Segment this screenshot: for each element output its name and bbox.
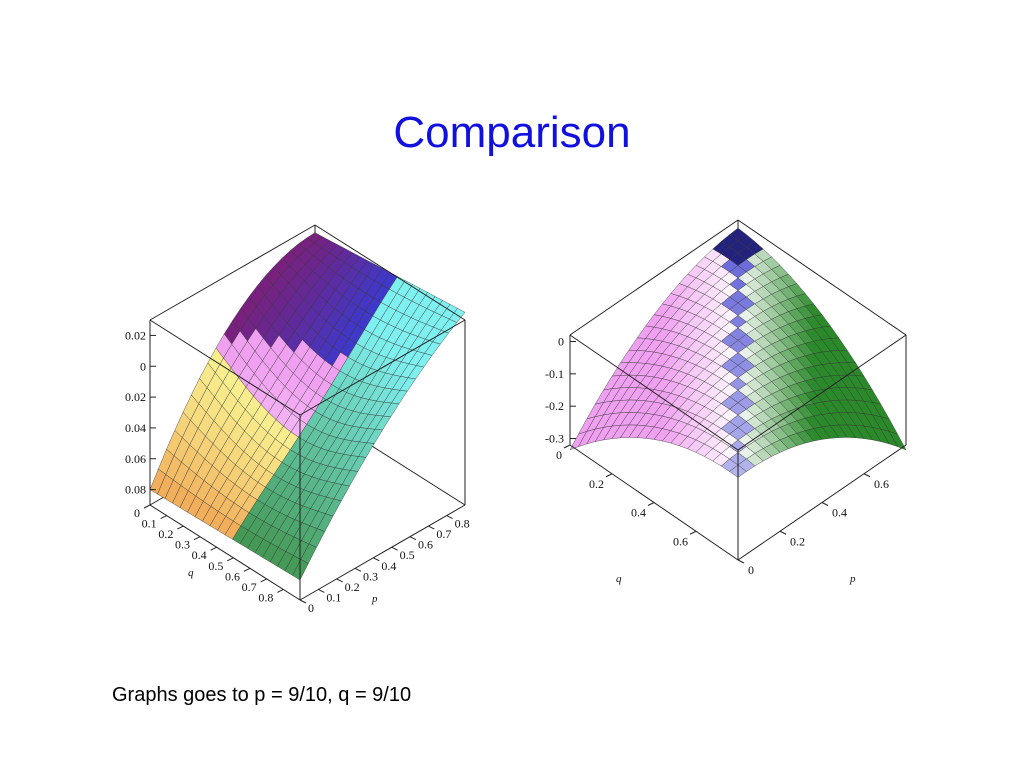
p-tick-label: 0.6 bbox=[874, 477, 889, 491]
p-tick-label: 0.2 bbox=[345, 580, 360, 594]
q-tick bbox=[143, 504, 151, 509]
surface-plot-right: 0 -0.1 -0.2 -0.3 0 0.2 0.4 0.6 q 0 0.2 0.4 0.6 p bbox=[545, 219, 907, 585]
p-tick bbox=[821, 502, 829, 506]
p-tick bbox=[373, 557, 380, 562]
q-tick bbox=[563, 444, 571, 449]
p-tick-label: 0.4 bbox=[832, 506, 847, 520]
q-tick-label: 0.4 bbox=[631, 506, 646, 520]
slide-caption: Graphs goes to p = 9/10, q = 9/10 bbox=[112, 684, 412, 706]
q-axis-label: q bbox=[188, 567, 194, 579]
q-tick-label: 0.5 bbox=[208, 559, 223, 573]
p-tick bbox=[318, 588, 325, 593]
q-tick-label: 0.1 bbox=[142, 517, 157, 531]
box-edge bbox=[149, 224, 316, 321]
box-edge bbox=[569, 334, 739, 451]
q-tick bbox=[177, 525, 184, 530]
p-axis-label: p bbox=[371, 593, 378, 605]
p-tick-label: 0.2 bbox=[790, 534, 805, 548]
box-edge bbox=[299, 319, 466, 416]
z-tick-label: 0 bbox=[140, 359, 146, 373]
z-tick-label: 0.08 bbox=[125, 483, 146, 497]
q-tick-label: 0.3 bbox=[175, 538, 190, 552]
q-tick bbox=[605, 473, 613, 478]
p-tick bbox=[779, 530, 787, 535]
surface-mesh bbox=[569, 227, 907, 478]
box-edge bbox=[299, 504, 466, 601]
z-tick-label: 0 bbox=[558, 334, 564, 348]
z-tick-label: 0.06 bbox=[125, 452, 146, 466]
p-tick-label: 0.4 bbox=[381, 559, 396, 573]
p-tick bbox=[391, 546, 398, 551]
p-tick-label: 0.8 bbox=[455, 517, 470, 531]
surface-plot-left: 0.0200.020.040.060.0800.10.20.30.40.50.6… bbox=[125, 224, 470, 615]
p-tick-label: 0.6 bbox=[418, 538, 433, 552]
p-tick bbox=[299, 599, 307, 604]
q-axis-label: q bbox=[616, 573, 622, 585]
box-edge bbox=[149, 504, 301, 601]
q-tick bbox=[689, 530, 697, 535]
q-tick-label: 0.4 bbox=[192, 548, 207, 562]
q-tick bbox=[260, 578, 267, 583]
box-edge bbox=[314, 224, 466, 321]
p-axis-label: p bbox=[849, 573, 856, 585]
z-tick-label: 0.02 bbox=[125, 390, 146, 404]
q-tick bbox=[160, 515, 167, 520]
q-tick-label: 0 bbox=[556, 448, 562, 462]
box-edge bbox=[149, 319, 301, 416]
q-tick-label: 0.6 bbox=[673, 534, 688, 548]
p-tick bbox=[336, 578, 343, 583]
q-tick-label: 0.7 bbox=[242, 580, 257, 594]
q-tick bbox=[227, 557, 234, 562]
q-tick bbox=[277, 588, 284, 593]
z-tick-label: 0.02 bbox=[125, 328, 146, 342]
q-tick bbox=[243, 567, 251, 572]
p-tick bbox=[863, 473, 871, 478]
q-tick-label: 0.6 bbox=[225, 569, 240, 583]
z-tick-label: -0.2 bbox=[545, 399, 564, 413]
q-tick-label: 0.2 bbox=[158, 527, 173, 541]
slide-title: Comparison bbox=[393, 108, 631, 157]
q-tick bbox=[193, 536, 201, 541]
p-tick bbox=[428, 525, 435, 530]
p-tick-label: 0 bbox=[748, 563, 754, 577]
box-edge-back bbox=[569, 219, 739, 336]
q-tick-label: 0.8 bbox=[258, 590, 273, 604]
p-tick bbox=[409, 536, 417, 541]
q-tick-label: 0 bbox=[134, 506, 140, 520]
p-tick bbox=[354, 567, 362, 572]
surface-mesh bbox=[149, 232, 466, 581]
z-tick-label: -0.1 bbox=[545, 367, 564, 381]
p-tick-label: 0.1 bbox=[326, 590, 341, 604]
q-tick bbox=[647, 502, 655, 506]
box-edge-back bbox=[737, 219, 907, 336]
z-tick-label: -0.3 bbox=[545, 432, 564, 446]
z-tick-label: 0.04 bbox=[125, 421, 146, 435]
q-tick bbox=[210, 546, 217, 551]
p-tick bbox=[446, 515, 453, 520]
p-tick-label: 0 bbox=[308, 601, 314, 615]
p-tick-label: 0.5 bbox=[400, 548, 415, 562]
p-tick bbox=[737, 559, 745, 564]
box-edge bbox=[737, 334, 907, 451]
p-tick-label: 0.7 bbox=[436, 527, 451, 541]
q-tick-label: 0.2 bbox=[589, 477, 604, 491]
p-tick-label: 0.3 bbox=[363, 569, 378, 583]
